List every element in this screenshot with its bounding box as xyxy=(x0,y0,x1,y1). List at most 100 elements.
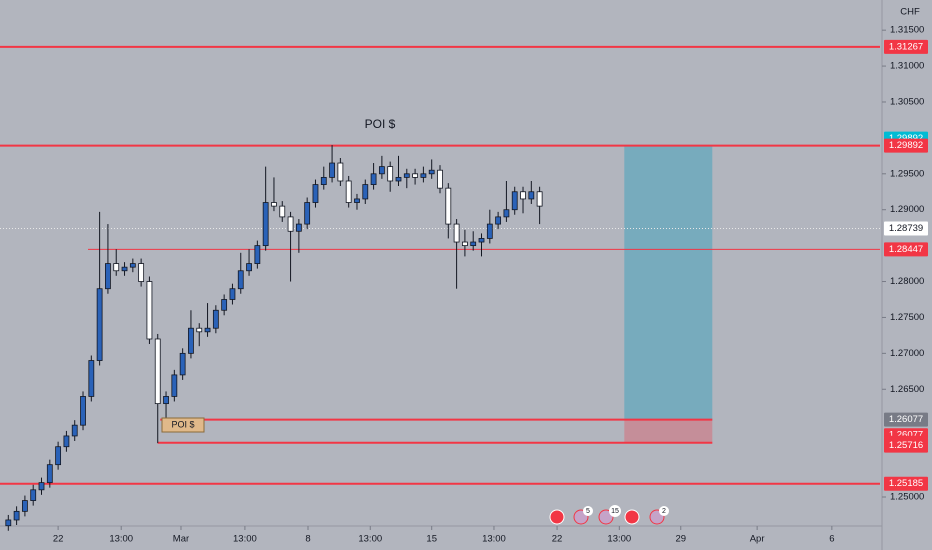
candle-body xyxy=(453,223,460,243)
event-icon xyxy=(549,509,565,525)
candle-body xyxy=(395,176,402,182)
event-count: 2 xyxy=(662,508,666,515)
x-tick-label: 13:00 xyxy=(109,534,133,545)
y-tick-label: 1.29500 xyxy=(890,168,924,179)
candle-body xyxy=(312,184,319,203)
candle-body xyxy=(55,446,62,466)
y-tick-label: 1.26500 xyxy=(890,384,924,395)
price-label: 1.31267 xyxy=(889,41,923,52)
candle-body xyxy=(221,299,228,311)
candle-body xyxy=(295,223,302,232)
y-tick-label: 1.30500 xyxy=(890,96,924,107)
event-count: 15 xyxy=(611,508,619,515)
y-tick-label: 1.31500 xyxy=(890,25,924,36)
x-tick-label: 22 xyxy=(53,534,64,545)
annotation: POI $ xyxy=(171,419,194,429)
x-tick-label: 15 xyxy=(426,534,437,545)
x-tick-label: 13:00 xyxy=(233,534,257,545)
candle-body xyxy=(30,489,37,501)
candle-body xyxy=(96,288,103,361)
x-tick-label: 6 xyxy=(829,534,834,545)
candle-body xyxy=(378,166,385,175)
event-badge xyxy=(609,505,621,517)
candle-body xyxy=(528,191,535,200)
y-tick-label: 1.29000 xyxy=(890,204,924,215)
candle-body xyxy=(129,263,136,268)
price-label: 1.26077 xyxy=(889,414,923,425)
candle-body xyxy=(445,187,452,225)
candle-body xyxy=(420,173,427,178)
price-label: 1.28447 xyxy=(889,244,923,255)
candle-body xyxy=(246,263,252,272)
candle-body xyxy=(320,176,327,185)
price-label: 1.25716 xyxy=(889,440,923,451)
price-label: 1.29892 xyxy=(889,133,923,144)
candle-body xyxy=(279,205,286,218)
price-label-box xyxy=(884,242,928,257)
candle-body xyxy=(511,191,518,211)
x-tick-label: 8 xyxy=(305,534,310,545)
candle-body xyxy=(304,202,311,225)
candle-body xyxy=(345,180,352,203)
candle-body xyxy=(63,435,70,448)
candle-body xyxy=(5,519,12,527)
candle-body xyxy=(254,245,261,264)
event-badge xyxy=(659,506,669,516)
x-tick-label: Apr xyxy=(750,534,765,545)
price-label-box xyxy=(884,221,928,236)
event-icon xyxy=(598,509,614,525)
event-badge xyxy=(583,506,593,516)
candle-body xyxy=(503,209,510,218)
position-stop xyxy=(624,419,713,443)
price-label-box xyxy=(884,476,928,491)
candle-body xyxy=(362,184,369,200)
candle-body xyxy=(196,327,203,333)
y-tick-label: 1.28000 xyxy=(890,276,924,287)
candle-body xyxy=(271,202,277,207)
annotation: POI $ xyxy=(365,117,396,131)
event-icons: 5 15 2 xyxy=(549,505,669,525)
x-tick-label: 22 xyxy=(552,534,563,545)
price-label-box xyxy=(884,412,928,427)
price-label: 1.28739 xyxy=(889,223,923,234)
candle-body xyxy=(105,263,111,290)
candle-body xyxy=(163,396,169,405)
candle-body xyxy=(113,263,120,272)
candle-body xyxy=(88,360,95,397)
price-label: 1.25185 xyxy=(889,478,923,489)
candle-body xyxy=(470,241,477,247)
candle-body xyxy=(138,263,145,282)
candle-body xyxy=(329,162,335,178)
plot-area xyxy=(0,45,880,531)
candle-body xyxy=(536,191,543,207)
candle-body xyxy=(154,338,161,405)
candle-body xyxy=(403,173,410,178)
candle-body xyxy=(188,327,194,354)
candle-body xyxy=(171,374,178,397)
price-label: 1.29892 xyxy=(889,140,923,151)
candle-body xyxy=(462,241,468,247)
candle-body xyxy=(437,169,443,189)
candle-body xyxy=(237,270,244,290)
candle-body xyxy=(478,238,485,243)
annotation-box xyxy=(161,417,205,433)
price-label-box xyxy=(884,438,928,453)
position-target xyxy=(624,145,713,420)
candle-body xyxy=(80,396,86,426)
price-label-box xyxy=(884,138,928,153)
y-tick-label: 1.27500 xyxy=(890,312,924,323)
candle-body xyxy=(204,327,211,333)
candle-body xyxy=(229,288,236,300)
x-tick-label: 13:00 xyxy=(607,534,631,545)
x-tick-label: 13:00 xyxy=(358,534,382,545)
candle-body xyxy=(370,173,377,185)
price-label-box xyxy=(884,39,928,54)
candle-body xyxy=(38,482,45,491)
candle-body xyxy=(262,202,269,247)
price-label: 1.26077 xyxy=(889,430,923,441)
x-tick-label: Mar xyxy=(173,534,189,545)
event-count: 5 xyxy=(586,508,590,515)
